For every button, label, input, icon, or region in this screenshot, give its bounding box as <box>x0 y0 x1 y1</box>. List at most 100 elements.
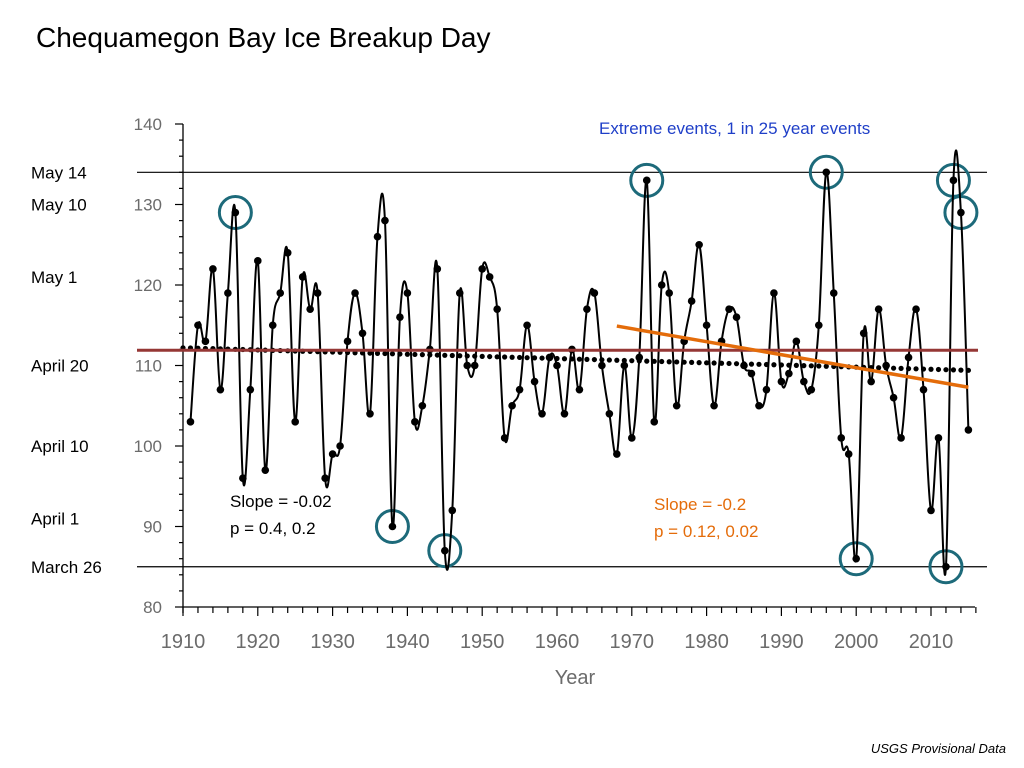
data-point <box>695 240 703 249</box>
data-point <box>268 321 277 330</box>
y-tick-label: 140 <box>134 115 162 134</box>
trend-dot <box>509 354 515 360</box>
data-point <box>934 434 943 442</box>
date-labels: May 14 May 10 May 1 April 20 April 10 April 1… <box>31 163 102 576</box>
data-point <box>396 313 404 322</box>
y-tick-label: 90 <box>143 518 162 537</box>
data-point <box>433 265 442 273</box>
data-point <box>927 506 935 515</box>
data-point <box>904 353 913 362</box>
trend-dot <box>569 356 575 362</box>
trend-dot <box>404 351 410 357</box>
long-slope-label: Slope = -0.02 <box>230 492 332 511</box>
trend-dot <box>659 358 665 365</box>
data-point <box>515 385 524 394</box>
y-tick-label: 130 <box>134 196 162 215</box>
data-point <box>253 257 262 265</box>
y-tick-label: 110 <box>135 357 162 376</box>
data-point <box>336 442 344 450</box>
data-point <box>216 385 225 394</box>
trend-dot <box>374 350 381 356</box>
trend-dot <box>808 363 814 369</box>
data-point <box>957 208 965 217</box>
trend-dot <box>517 354 523 361</box>
data-point <box>725 305 733 313</box>
x-tick-label: 1960 <box>535 631 580 653</box>
data-point <box>538 410 546 418</box>
source-note: USGS Provisional Data <box>871 741 1006 756</box>
data-point <box>583 305 591 313</box>
x-tick-label: 1970 <box>610 631 655 653</box>
date-label: March 26 <box>31 558 102 577</box>
trend-dot <box>524 355 530 361</box>
date-label: May 10 <box>31 196 87 215</box>
recent-slope-label: Slope = -0.2 <box>654 495 746 514</box>
trend-dot <box>554 355 560 362</box>
data-point <box>919 385 928 394</box>
trend-dot <box>950 367 957 373</box>
trend-dot <box>382 350 388 357</box>
data-point <box>785 369 793 378</box>
trend-dot <box>943 367 949 373</box>
trend-dot <box>367 350 373 356</box>
trend-dot <box>412 351 418 358</box>
trend-dot <box>576 356 583 362</box>
trend-dot <box>920 366 927 372</box>
trend-dot <box>621 357 627 364</box>
trend-dot <box>965 367 972 373</box>
trend-dot <box>472 353 478 359</box>
data-point <box>500 434 509 442</box>
data-point <box>231 208 240 217</box>
long-p-label: p = 0.4, 0.2 <box>230 519 316 538</box>
trend-dot <box>599 357 605 363</box>
data-point <box>403 289 412 297</box>
data-point <box>560 410 569 418</box>
axes <box>175 123 977 616</box>
data-point <box>313 289 322 297</box>
data-point <box>276 289 285 297</box>
trend-dot <box>928 366 934 372</box>
data-point <box>732 313 741 322</box>
trend-dot <box>891 365 897 371</box>
trend-dot <box>696 360 702 366</box>
x-tick-label: 1910 <box>161 631 206 653</box>
trend-dot <box>748 361 755 367</box>
x-axis-title: Year <box>555 667 596 689</box>
trend-dot <box>674 359 680 365</box>
data-point <box>246 385 255 394</box>
trend-dot <box>718 360 725 366</box>
y-tick-labels: 80 90 100 110 120 130 140 <box>134 115 162 617</box>
data-point <box>493 305 501 313</box>
date-label: April 10 <box>31 437 89 456</box>
data-point <box>411 418 419 426</box>
recent-trend-line <box>616 324 969 389</box>
trend-dot <box>651 358 657 364</box>
data-point <box>822 168 831 177</box>
data-point <box>747 369 756 378</box>
data-point <box>702 321 711 330</box>
trend-dot <box>756 361 762 367</box>
trend-dot <box>487 353 493 360</box>
trend-lines <box>137 324 978 389</box>
data-point <box>261 466 270 474</box>
data-point <box>523 321 531 330</box>
data-point <box>687 297 696 305</box>
data-point <box>650 418 659 426</box>
data-point <box>463 361 472 370</box>
trend-dot <box>681 359 687 365</box>
trend-dot <box>494 354 500 360</box>
data-line <box>189 149 970 576</box>
x-tick-label: 1920 <box>236 631 281 653</box>
chart-title: Chequamegon Bay Ice Breakup Day <box>36 22 491 53</box>
data-point <box>852 554 860 563</box>
data-point <box>770 289 778 297</box>
trend-dot <box>704 360 710 366</box>
extreme-event-circle <box>629 162 665 198</box>
trend-dot <box>786 362 792 368</box>
data-point <box>530 377 539 386</box>
extreme-event-circle <box>808 154 844 190</box>
data-point <box>598 361 606 370</box>
trend-dot <box>457 353 463 359</box>
data-point <box>800 377 808 386</box>
